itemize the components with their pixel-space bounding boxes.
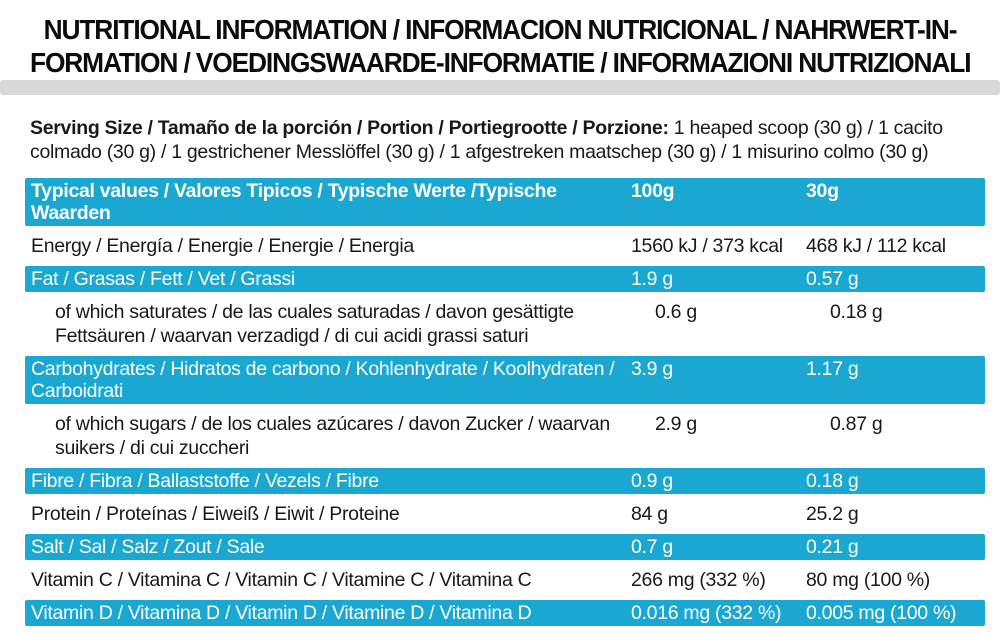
row-label: Protein / Proteínas / Eiweiß / Eiwit / P… [31, 503, 400, 525]
table-row-fat: Fat / Grasas / Fett / Vet / Grassi 1.9 g… [25, 266, 985, 292]
label-title-line2: FORMATION / VOEDINGSWAARDE-INFORMATIE / … [30, 47, 972, 78]
value-30g: 25.2 g [806, 503, 859, 525]
label-title-line1: NUTRITIONAL INFORMATION / INFORMACION NU… [43, 14, 958, 45]
value-100g: 0.9 g [631, 470, 673, 492]
value-100g: 0.7 g [631, 536, 673, 558]
header-col-100g: 100g [631, 180, 675, 202]
value-30g: 0.18 g [830, 301, 883, 323]
value-30g: 468 kJ / 112 kcal [806, 235, 946, 257]
value-30g: 0.18 g [806, 470, 859, 492]
row-label: Fat / Grasas / Fett / Vet / Grassi [31, 268, 295, 290]
table-row-vitamin-d: Vitamin D / Vitamina D / Vitamin D / Vit… [25, 600, 985, 626]
table-row-fibre: Fibre / Fibra / Ballaststoffe / Vezels /… [25, 468, 985, 494]
value-100g: 0.6 g [655, 301, 697, 323]
value-100g: 84 g [631, 503, 668, 525]
table-row-saturates: of which saturates / de las cuales satur… [25, 292, 985, 356]
table-row-energy: Energy / Energía / Energie / Energie / E… [25, 226, 985, 266]
serving-size-text: Serving Size / Tamaño de la porción / Po… [30, 116, 976, 164]
value-100g: 1.9 g [631, 268, 673, 290]
value-100g: 266 mg (332 %) [631, 569, 766, 591]
row-label: Carbohydrates / Hidratos de carbono / Ko… [31, 358, 615, 402]
row-label: Fibre / Fibra / Ballaststoffe / Vezels /… [31, 470, 379, 492]
value-100g: 2.9 g [655, 413, 697, 435]
value-30g: 0.21 g [806, 536, 859, 558]
table-row-salt: Salt / Sal / Salz / Zout / Sale 0.7 g 0.… [25, 534, 985, 560]
value-100g: 1560 kJ / 373 kcal [631, 235, 783, 257]
row-label: of which sugars / de los cuales azúcares… [55, 413, 610, 459]
serving-size-value: 1 heaped scoop (30 g) / 1 cacito colmado… [30, 117, 943, 163]
value-30g: 0.005 mg (100 %) [806, 602, 957, 624]
label-title: NUTRITIONAL INFORMATION / INFORMACION NU… [0, 13, 1000, 79]
value-30g: 0.57 g [806, 268, 859, 290]
table-header-row: Typical values / Valores Tipicos / Typis… [25, 178, 985, 226]
row-label: Energy / Energía / Energie / Energie / E… [31, 235, 414, 257]
header-col-30g: 30g [806, 180, 839, 202]
table-row-sugars: of which sugars / de los cuales azúcares… [25, 404, 985, 468]
value-30g: 0.87 g [830, 413, 883, 435]
table-row-carbohydrates: Carbohydrates / Hidratos de carbono / Ko… [25, 356, 985, 404]
row-label: Vitamin C / Vitamina C / Vitamin C / Vit… [31, 569, 532, 591]
header-label: Typical values / Valores Tipicos / Typis… [31, 180, 557, 224]
row-label: of which saturates / de las cuales satur… [55, 301, 574, 347]
divider-bar [0, 80, 1000, 95]
table-row-protein: Protein / Proteínas / Eiweiß / Eiwit / P… [25, 494, 985, 534]
serving-size-label: Serving Size / Tamaño de la porción / Po… [30, 117, 669, 139]
value-30g: 80 mg (100 %) [806, 569, 930, 591]
nutrition-table: Typical values / Valores Tipicos / Typis… [25, 178, 985, 626]
table-row-vitamin-c: Vitamin C / Vitamina C / Vitamin C / Vit… [25, 560, 985, 600]
value-100g: 0.016 mg (332 %) [631, 602, 782, 624]
value-100g: 3.9 g [631, 358, 673, 380]
row-label: Vitamin D / Vitamina D / Vitamin D / Vit… [31, 602, 532, 624]
row-label: Salt / Sal / Salz / Zout / Sale [31, 536, 265, 558]
value-30g: 1.17 g [806, 358, 859, 380]
